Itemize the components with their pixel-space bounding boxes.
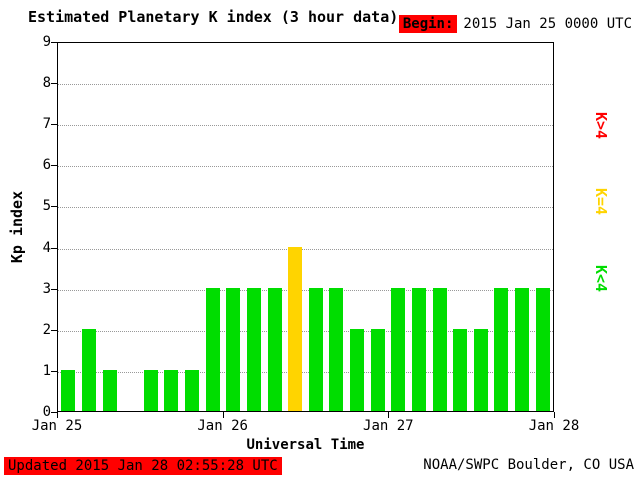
- x-tick-mark-1: [222, 412, 224, 418]
- updated-timestamp: Updated 2015 Jan 28 02:55:28 UTC: [4, 457, 282, 475]
- y-tick-label-1: 1: [42, 362, 51, 379]
- kp-bar-1: [81, 329, 96, 411]
- begin-value: 2015 Jan 25 0000 UTC: [463, 16, 632, 32]
- kp-bar-5: [164, 370, 179, 411]
- y-tick-label-2: 2: [42, 321, 51, 338]
- y-tick-mark-7: [51, 124, 57, 126]
- gridline-y-5: [58, 207, 553, 209]
- y-tick-mark-2: [51, 329, 57, 331]
- y-tick-mark-5: [51, 206, 57, 208]
- kp-bar-11: [288, 247, 303, 411]
- y-tick-label-0: 0: [42, 404, 51, 420]
- kp-bar-12: [308, 288, 323, 411]
- begin-label: Begin:: [398, 15, 458, 33]
- gridline-y-2: [58, 330, 553, 332]
- y-tick-mark-1: [51, 370, 57, 372]
- source-attribution: NOAA/SWPC Boulder, CO USA: [423, 457, 634, 473]
- kp-bar-7: [205, 288, 220, 411]
- y-tick-label-3: 3: [42, 280, 51, 297]
- kp-bar-4: [143, 370, 158, 411]
- x-tick-mark-0: [57, 412, 58, 418]
- legend-k-gt-4: K>4: [592, 112, 610, 140]
- kp-bar-15: [370, 329, 385, 411]
- kp-bar-2: [102, 370, 117, 411]
- kp-bar-16: [391, 288, 406, 411]
- plot-area: [57, 42, 554, 412]
- y-tick-label-6: 6: [42, 157, 51, 174]
- x-tick-label-2: Jan 27: [363, 418, 414, 434]
- kp-bar-22: [515, 288, 530, 411]
- kp-bar-6: [185, 370, 200, 411]
- y-tick-mark-3: [51, 288, 57, 290]
- x-tick-label-3: Jan 28: [528, 418, 580, 434]
- kp-bar-18: [432, 288, 447, 411]
- gridline-y-8: [58, 84, 553, 86]
- y-tick-mark-6: [51, 165, 57, 167]
- gridline-y-1: [58, 371, 553, 373]
- kp-bar-19: [453, 329, 468, 411]
- x-tick-label-0: Jan 25: [31, 418, 83, 434]
- begin-timestamp: Begin: 2015 Jan 25 0000 UTC: [398, 15, 632, 33]
- legend-k-lt-4: K<4: [592, 265, 610, 293]
- legend-k-eq-4: K=4: [592, 188, 610, 216]
- chart-title: Estimated Planetary K index (3 hour data…: [28, 8, 399, 26]
- y-axis-title: Kp index: [8, 190, 26, 264]
- y-tick-label-8: 8: [42, 75, 51, 92]
- y-tick-mark-8: [51, 83, 57, 85]
- kp-bar-10: [267, 288, 282, 411]
- gridline-y-6: [58, 166, 553, 168]
- y-tick-mark-4: [51, 247, 57, 249]
- x-tick-label-1: Jan 26: [197, 418, 248, 434]
- x-axis-title: Universal Time: [246, 437, 365, 453]
- y-tick-label-7: 7: [42, 116, 51, 133]
- x-tick-mark-3: [554, 412, 555, 418]
- kp-bar-23: [535, 288, 550, 411]
- y-tick-label-4: 4: [42, 239, 51, 256]
- y-tick-mark-0: [51, 412, 57, 413]
- x-tick-mark-2: [388, 412, 390, 418]
- kp-bar-17: [411, 288, 426, 411]
- kp-bar-0: [61, 370, 76, 411]
- kp-bar-8: [226, 288, 241, 411]
- gridline-y-3: [58, 289, 553, 291]
- kp-bar-21: [494, 288, 509, 411]
- kp-bar-9: [246, 288, 261, 411]
- kp-bar-20: [473, 329, 488, 411]
- y-tick-label-5: 5: [42, 198, 51, 215]
- kp-bar-14: [350, 329, 365, 411]
- gridline-y-7: [58, 125, 553, 127]
- gridline-y-4: [58, 248, 553, 250]
- kp-bar-13: [329, 288, 344, 411]
- y-tick-mark-9: [51, 42, 57, 43]
- y-tick-label-9: 9: [42, 34, 51, 50]
